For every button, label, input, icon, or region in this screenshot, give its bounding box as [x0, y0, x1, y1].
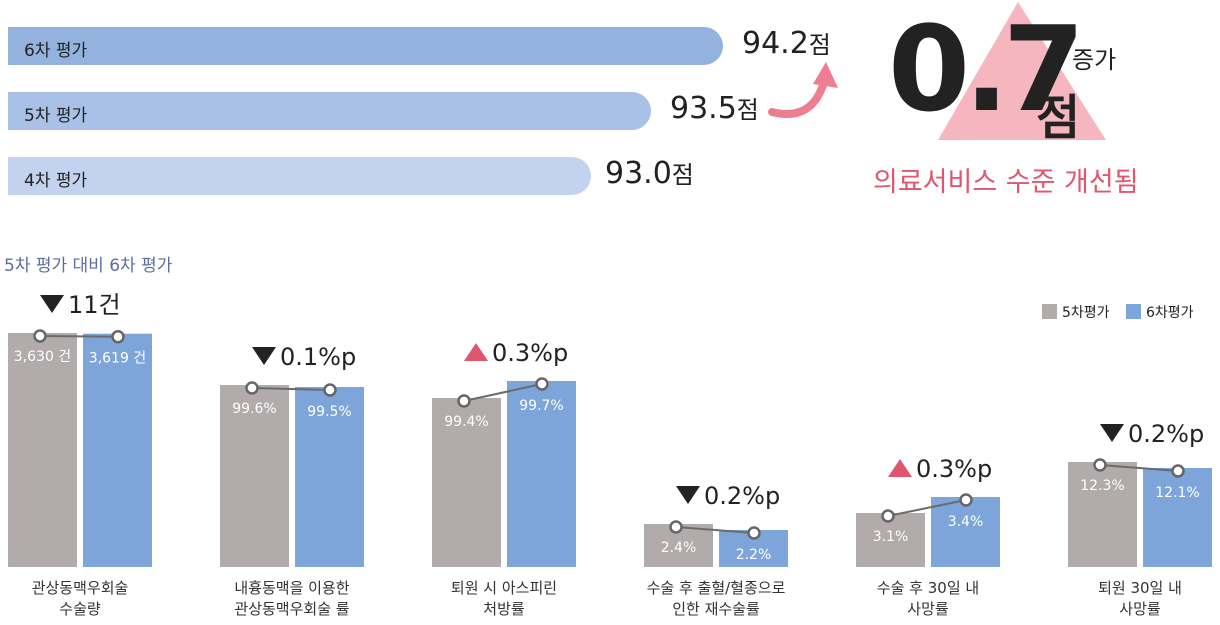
- change-label: 0.1%p: [280, 343, 356, 371]
- down-triangle-icon: [676, 486, 700, 504]
- legend-label-6: 6차평가: [1146, 305, 1194, 321]
- change-label: 0.2%p: [1128, 420, 1204, 448]
- trend-line: [1099, 464, 1179, 472]
- category-label: 수술량: [59, 600, 101, 618]
- trend-dot-5th: [669, 520, 683, 534]
- trend-line: [675, 526, 755, 534]
- change-label: 0.3%p: [916, 455, 992, 483]
- category-label: 사망률: [1119, 600, 1161, 618]
- category-label: 수술 후 출혈/혈종으로: [647, 579, 786, 597]
- up-triangle-icon: [464, 343, 488, 361]
- bar-5th: [220, 385, 289, 567]
- change-label: 0.2%p: [704, 482, 780, 510]
- legend-item-6: 6차평가: [1126, 304, 1194, 321]
- bar-6th: [295, 387, 364, 567]
- trend-dot-6th: [1171, 464, 1185, 478]
- summary-bar-label-5: 5차 평가: [24, 106, 88, 126]
- bar-5th: [432, 398, 501, 567]
- trend-dot-5th: [245, 381, 259, 395]
- value-label-5th: 2.4%: [661, 540, 697, 556]
- summary-bar-value-4: 93.0점: [605, 156, 694, 191]
- category-label: 퇴원 30일 내: [1098, 579, 1182, 597]
- summary-bar-label-6: 6차 평가: [24, 41, 88, 61]
- down-triangle-icon: [1100, 424, 1124, 442]
- summary-bar-4: [8, 157, 591, 195]
- legend-swatch-5: [1042, 304, 1057, 319]
- increase-triangle: [938, 2, 1106, 140]
- bar-5th: [8, 333, 77, 567]
- value-label-6th: 2.2%: [736, 547, 772, 563]
- legend-item-5: 5차평가: [1042, 304, 1110, 321]
- summary-decoration: [768, 2, 1106, 140]
- bar-6th: [1143, 468, 1212, 567]
- value-label-6th: 99.5%: [307, 404, 351, 420]
- category-label: 관상동맥우회술 률: [234, 600, 349, 618]
- section-title: 5차 평가 대비 6차 평가: [4, 256, 173, 276]
- value-label-6th: 12.1%: [1155, 485, 1199, 501]
- improvement-text: 의료서비스 수준 개선됨: [873, 167, 1139, 198]
- value-label-5th: 99.6%: [232, 401, 276, 417]
- curved-arrow-head-icon: [813, 62, 838, 88]
- category-label: 사망률: [907, 600, 949, 618]
- curved-arrow-icon: [768, 78, 828, 118]
- trend-dot-6th: [111, 329, 125, 344]
- trend-line: [39, 335, 119, 338]
- chart-legend: 5차평가 6차평가: [1042, 302, 1206, 322]
- bar-6th: [507, 381, 576, 567]
- value-label-5th: 3,630 건: [14, 349, 71, 365]
- trend-dot-5th: [457, 394, 471, 408]
- trend-line: [463, 383, 543, 402]
- bar-5th: [1068, 462, 1137, 567]
- summary-bar-6: [8, 27, 723, 65]
- summary-bar-value-5: 93.5점: [670, 91, 759, 126]
- bar-6th: [931, 497, 1000, 567]
- trend-dot-6th: [959, 493, 973, 507]
- summary-bar-value-6: 94.2점: [742, 26, 831, 61]
- increase-word: 증가: [1072, 46, 1117, 74]
- legend-label-5: 5차평가: [1062, 305, 1110, 321]
- trend-dot-5th: [1093, 458, 1107, 472]
- value-label-6th: 3.4%: [948, 514, 984, 530]
- increase-unit: 점: [1036, 90, 1081, 146]
- change-label: 0.3%p: [492, 339, 568, 367]
- trend-dot-6th: [747, 526, 761, 540]
- trend-dot-5th: [33, 329, 47, 343]
- category-label: 내흉동맥을 이용한: [234, 579, 349, 597]
- increase-value: 0.7: [888, 0, 1085, 138]
- bar-6th: [83, 333, 152, 567]
- down-triangle-icon: [40, 295, 64, 313]
- value-label-5th: 99.4%: [444, 414, 488, 430]
- value-label-6th: 99.7%: [519, 398, 563, 414]
- category-label: 퇴원 시 아스피린: [451, 579, 557, 597]
- up-triangle-icon: [888, 459, 912, 477]
- category-label: 관상동맥우회술: [32, 579, 129, 597]
- category-label: 수술 후 30일 내: [877, 579, 979, 597]
- value-label-5th: 3.1%: [873, 529, 909, 545]
- down-triangle-icon: [252, 347, 276, 365]
- value-label-5th: 12.3%: [1080, 478, 1124, 494]
- legend-swatch-6: [1126, 304, 1142, 319]
- trend-line: [251, 387, 331, 391]
- summary-bar-5: [8, 92, 651, 130]
- trend-line: [887, 499, 967, 517]
- trend-dot-5th: [881, 509, 895, 523]
- category-label: 처방률: [483, 600, 525, 618]
- change-label: 11건: [68, 291, 121, 319]
- summary-bar-label-4: 4차 평가: [24, 171, 88, 191]
- category-label: 인한 재수술률: [672, 600, 760, 618]
- trend-dot-6th: [535, 377, 549, 391]
- value-label-6th: 3,619 건: [89, 351, 146, 367]
- trend-dot-6th: [323, 383, 337, 397]
